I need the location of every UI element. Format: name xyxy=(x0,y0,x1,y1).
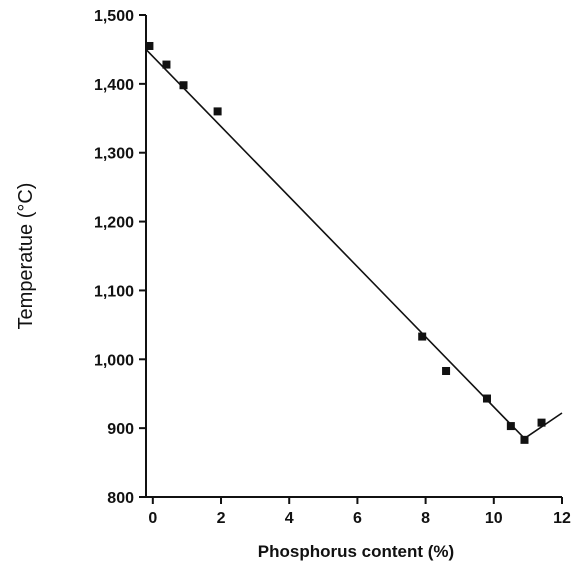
axes xyxy=(145,15,562,498)
series-layer xyxy=(145,41,563,444)
y-tick-label: 900 xyxy=(107,421,134,438)
data-point xyxy=(213,107,222,116)
data-point xyxy=(506,422,515,431)
y-tick-label: 800 xyxy=(107,490,134,507)
x-tick-label: 12 xyxy=(553,510,571,527)
fit-line xyxy=(145,48,563,440)
x-tick-label: 8 xyxy=(421,510,430,527)
y-tick-label: 1,000 xyxy=(94,352,134,369)
y-tick-label: 1,500 xyxy=(94,8,134,25)
x-ticks: 0 2 4 6 8 10 12 xyxy=(148,497,571,527)
data-point xyxy=(179,81,188,90)
y-tick-label: 1,200 xyxy=(94,215,134,232)
x-tick-label: 0 xyxy=(148,510,157,527)
data-point xyxy=(162,60,171,69)
data-point xyxy=(482,394,491,403)
data-point xyxy=(442,366,451,375)
x-tick-label: 10 xyxy=(485,510,503,527)
x-tick-label: 4 xyxy=(285,510,294,527)
y-axis-title: Temperatue (°C) xyxy=(15,183,37,330)
data-point xyxy=(520,435,529,444)
y-tick-label: 1,300 xyxy=(94,146,134,163)
y-tick-label: 1,400 xyxy=(94,77,134,94)
x-tick-label: 6 xyxy=(353,510,362,527)
data-point xyxy=(537,418,546,427)
data-point xyxy=(145,41,154,50)
data-point xyxy=(418,332,427,341)
x-tick-label: 2 xyxy=(217,510,226,527)
y-ticks: 800 900 1,000 1,100 1,200 1,300 1,400 1,500 xyxy=(94,8,146,507)
y-tick-label: 1,100 xyxy=(94,283,134,300)
x-axis-title: Phosphorus content (%) xyxy=(258,542,454,561)
